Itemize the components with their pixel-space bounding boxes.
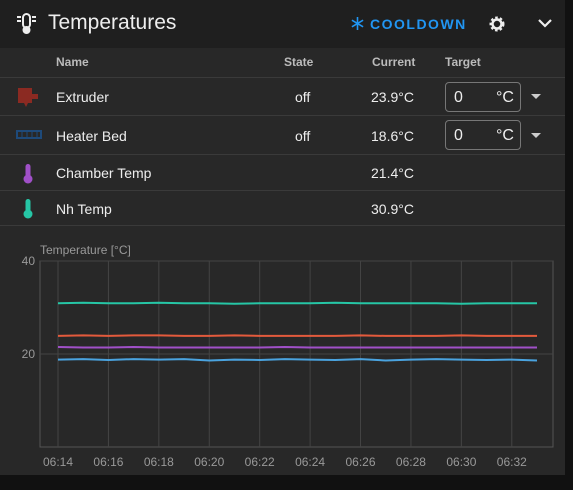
title: Temperatures [48, 11, 177, 34]
extruder-icon [18, 88, 38, 107]
cooldown-button[interactable]: COOLDOWN [370, 16, 467, 32]
temperatures-card: Temperatures COOLDOWN Name State Current… [0, 0, 565, 475]
dropdown[interactable] [530, 93, 542, 101]
y-axis-label: Temperature [°C] [40, 243, 131, 257]
x-tick-label: 06:28 [396, 455, 426, 469]
y-tick-label: 20 [22, 347, 36, 361]
table-row: Extruder off 23.9°C 0 °C [0, 77, 565, 116]
current: 21.4°C [371, 165, 414, 181]
current: 18.6°C [371, 128, 414, 144]
x-tick-label: 06:22 [245, 455, 275, 469]
sensor-name: Nh Temp [56, 201, 112, 217]
target-value: 0 [454, 127, 463, 144]
series-line [57, 345, 537, 349]
target-input[interactable]: 0 °C [445, 120, 521, 150]
collapse-button[interactable] [537, 17, 553, 29]
x-tick-label: 06:16 [93, 455, 123, 469]
column-header: Target [445, 55, 481, 69]
sensor-name: Heater Bed [56, 128, 127, 144]
snowflake-icon [351, 17, 364, 30]
sensor-name: Chamber Temp [56, 165, 152, 181]
bed-icon [16, 130, 42, 139]
current: 30.9°C [371, 201, 414, 217]
series-line [57, 301, 537, 305]
table-row: Nh Temp 30.9°C [0, 190, 565, 226]
thermometer-icon [17, 13, 36, 34]
table-row: Heater Bed off 18.6°C 0 °C [0, 115, 565, 155]
x-tick-label: 06:20 [194, 455, 224, 469]
dropdown[interactable] [530, 132, 542, 140]
x-tick-label: 06:26 [346, 455, 376, 469]
column-header: State [284, 55, 314, 69]
x-tick-label: 06:18 [144, 455, 174, 469]
column-header: Name [56, 55, 89, 69]
x-tick-label: 06:32 [497, 455, 527, 469]
series-line [57, 358, 538, 362]
series-line [57, 334, 537, 337]
x-tick-label: 06:14 [43, 455, 73, 469]
unit: °C [496, 89, 514, 106]
chamber-icon [23, 164, 33, 184]
current: 23.9°C [371, 89, 414, 105]
x-tick-label: 06:30 [446, 455, 476, 469]
unit: °C [496, 127, 514, 144]
target-value: 0 [454, 89, 463, 106]
x-tick-label: 06:24 [295, 455, 325, 469]
state: off [295, 89, 311, 105]
table-row: Chamber Temp 21.4°C [0, 154, 565, 191]
settings-button[interactable] [488, 15, 506, 33]
y-tick-label: 40 [22, 254, 36, 268]
header-bar: Temperatures COOLDOWN [0, 0, 565, 48]
nh-icon [23, 199, 33, 219]
state: off [295, 128, 311, 144]
target-input[interactable]: 0 °C [445, 82, 521, 112]
column-header: Current [372, 55, 416, 69]
temperature-chart: Temperature [°C] 20 40 06:14 06:16 06:18 06:2… [0, 225, 565, 469]
sensor-name: Extruder [56, 89, 109, 105]
